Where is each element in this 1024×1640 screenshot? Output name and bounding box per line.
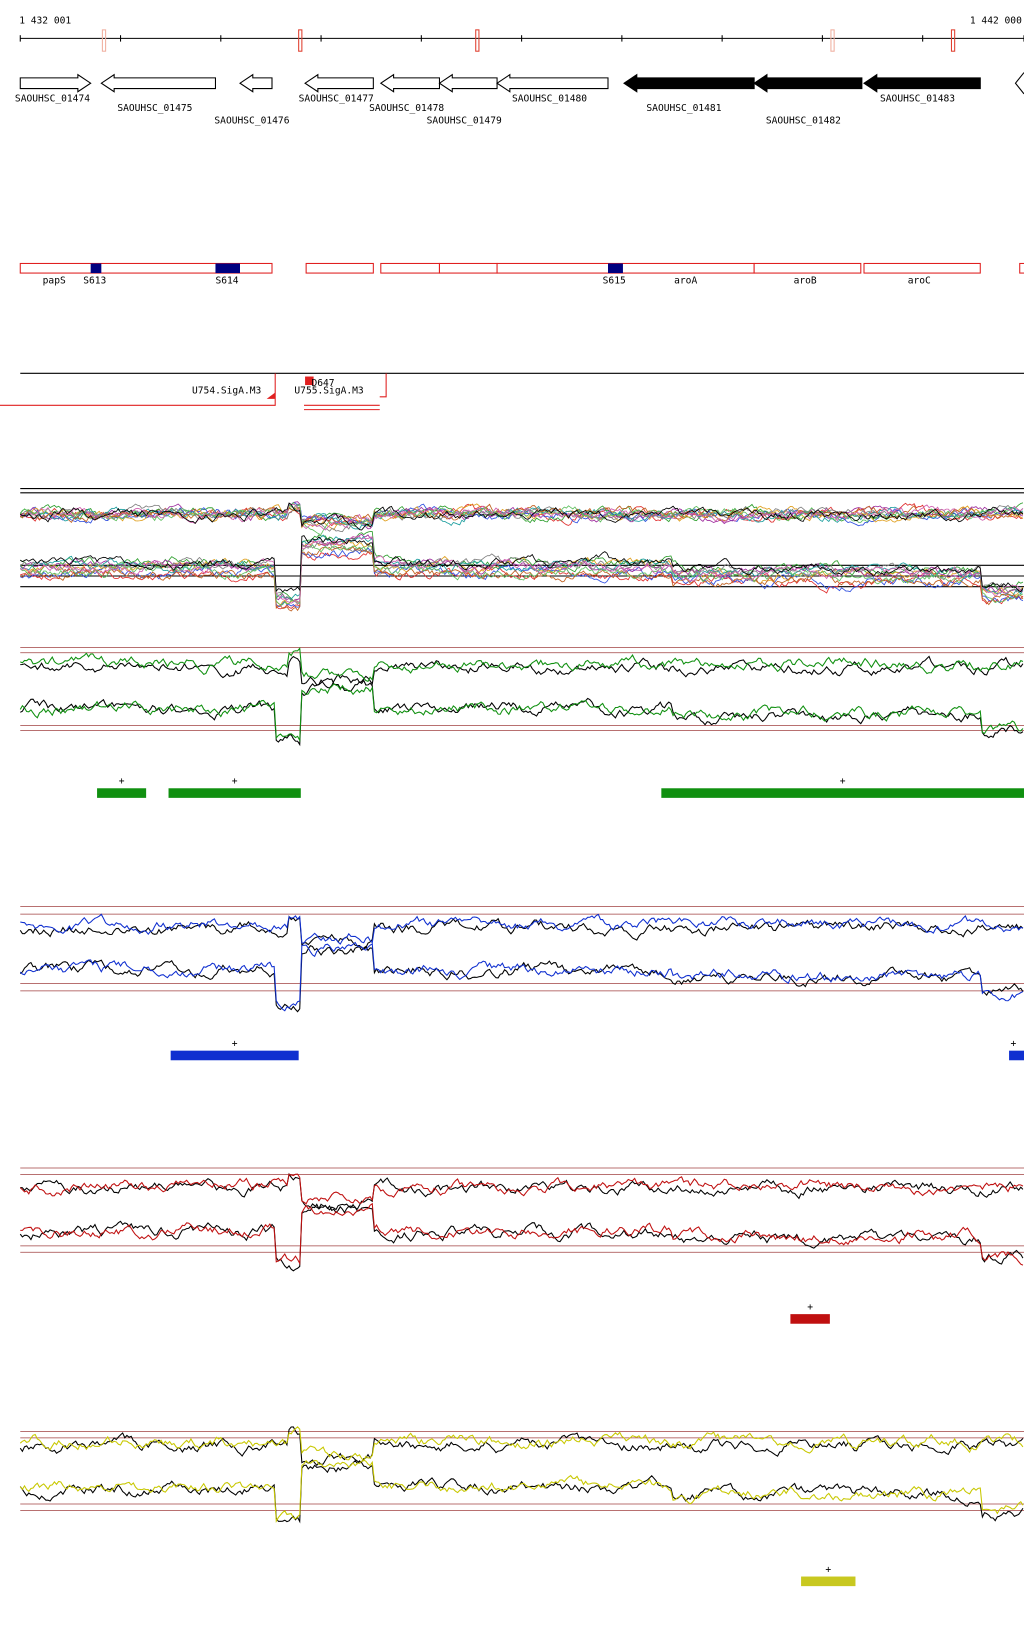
gene-arrow — [863, 73, 981, 93]
signal-trace — [19, 1459, 1024, 1523]
segment-bar — [97, 788, 147, 798]
ruler-marker — [298, 29, 303, 52]
signal-trace — [19, 535, 1024, 604]
signal-trace — [19, 534, 1024, 600]
feature-box — [305, 262, 374, 274]
signal-trace — [19, 683, 1024, 743]
feature-box — [380, 262, 440, 274]
signal-trace — [19, 533, 1024, 602]
segment-label: + — [807, 1302, 813, 1313]
feature-box — [863, 262, 981, 274]
segment-bar — [1009, 1050, 1024, 1061]
segment-bar — [168, 788, 301, 798]
signal-trace — [19, 502, 1024, 527]
feature-label: S613 — [83, 276, 106, 287]
gene-arrow — [239, 73, 273, 93]
gene-arrow — [438, 73, 498, 93]
promoter-line — [0, 373, 276, 406]
signal-trace — [19, 941, 1024, 1012]
gene-arrow — [753, 73, 863, 93]
feature-label: aroC — [908, 276, 931, 287]
gene-label: SAOUHSC_01480 — [512, 93, 587, 104]
gene-label: SAOUHSC_01477 — [299, 93, 374, 104]
signal-trace — [19, 544, 1024, 606]
ruler-start: 1 432 001 — [19, 15, 71, 26]
gene-label: SAOUHSC_01476 — [214, 116, 289, 127]
signal-trace — [19, 915, 1024, 950]
feature-box — [496, 262, 755, 274]
signal-trace — [20, 1202, 1024, 1266]
segment-bar — [790, 1314, 830, 1324]
segment-label: + — [825, 1564, 831, 1575]
signal-trace — [19, 503, 1024, 525]
signal-trace — [20, 677, 1024, 747]
feature-label: aroB — [794, 276, 817, 287]
segment-label: + — [1010, 1038, 1016, 1049]
segment-label: + — [119, 776, 125, 787]
signal-trace — [19, 945, 1024, 1013]
ruler-marker — [475, 29, 480, 52]
promoter-label: U754.SigA.M3 — [192, 386, 262, 397]
feature-block — [90, 263, 102, 274]
feature-box — [19, 262, 273, 274]
gene-arrow — [100, 73, 216, 93]
gene-arrow — [304, 73, 374, 93]
segment-label: + — [232, 1038, 238, 1049]
promoter-mark — [266, 392, 276, 399]
segment-bar — [801, 1576, 856, 1587]
gene-label: SAOUHSC_01482 — [766, 116, 841, 127]
segment-bar — [661, 788, 1024, 798]
feature-box — [1019, 262, 1024, 274]
signal-trace — [19, 1173, 1024, 1205]
gene-label: SAOUHSC_01478 — [369, 103, 444, 114]
ruler-marker — [950, 29, 956, 52]
segment-label: + — [840, 776, 846, 787]
feature-label: aroA — [674, 276, 697, 287]
signal-trace — [19, 1203, 1024, 1272]
promoter-mark — [305, 376, 314, 386]
feature-block — [215, 263, 240, 274]
gene-arrow — [496, 73, 609, 93]
signal-trace — [20, 646, 1024, 683]
gene-label: SAOUHSC_01483 — [880, 93, 955, 104]
promoter-label: U755.SigA.M3 — [294, 386, 364, 397]
feature-label: S614 — [215, 276, 238, 287]
gene-arrow — [379, 73, 440, 93]
segment-bar — [170, 1050, 299, 1061]
gene-arrow — [1014, 72, 1024, 95]
segment-label: + — [232, 776, 238, 787]
signal-trace — [20, 1172, 1024, 1211]
feature-block — [608, 263, 623, 274]
signal-trace — [19, 1426, 1024, 1467]
promoter-line — [379, 373, 387, 398]
ruler-end: 1 442 000 — [970, 15, 1022, 26]
signal-trace — [20, 547, 1024, 608]
gene-label: SAOUHSC_01481 — [646, 103, 721, 114]
signal-trace — [20, 502, 1024, 531]
gene-label: SAOUHSC_01475 — [117, 103, 192, 114]
promoter-label: D647 — [311, 378, 334, 389]
gene-arrow — [19, 73, 92, 93]
gene-label: SAOUHSC_01479 — [427, 116, 502, 127]
signal-trace — [20, 913, 1024, 945]
ruler-marker — [830, 29, 835, 52]
signal-trace — [19, 1426, 1024, 1462]
feature-label: S615 — [603, 276, 626, 287]
feature-box — [753, 262, 862, 274]
feature-box — [438, 262, 498, 274]
signal-trace — [20, 535, 1024, 593]
gene-label: SAOUHSC_01474 — [15, 93, 90, 104]
signal-trace — [20, 655, 1024, 689]
signal-trace — [19, 1459, 1024, 1524]
feature-label: papS — [43, 276, 66, 287]
gene-arrow — [623, 73, 755, 93]
ruler-marker — [101, 29, 107, 52]
